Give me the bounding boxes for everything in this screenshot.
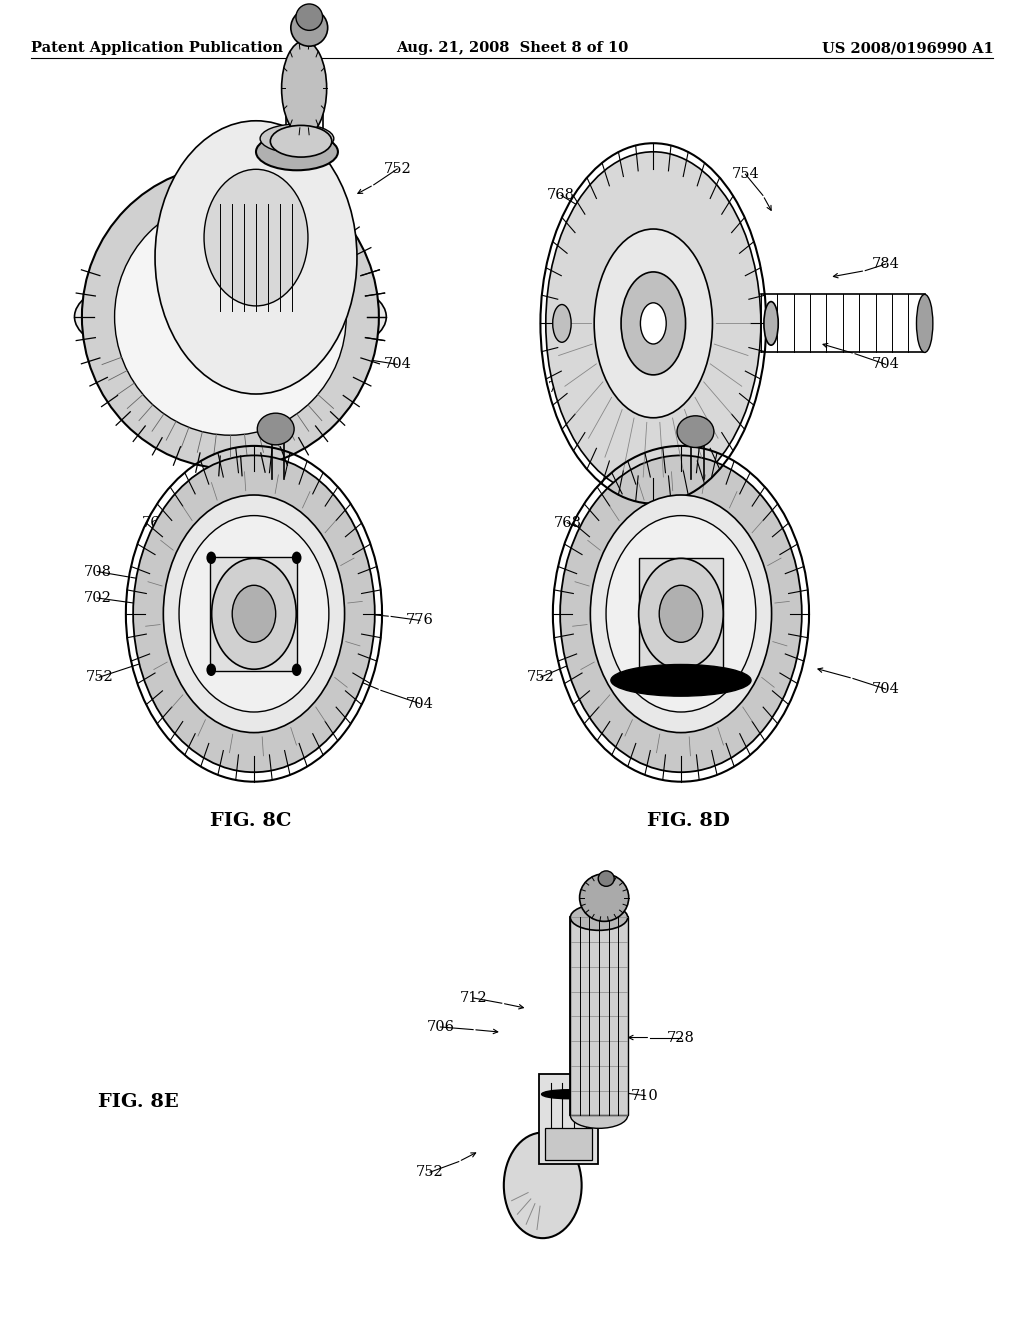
Text: 728: 728 xyxy=(296,503,325,516)
Text: FIG. 8B: FIG. 8B xyxy=(647,535,729,553)
Ellipse shape xyxy=(621,272,686,375)
Text: 780: 780 xyxy=(275,133,304,147)
FancyBboxPatch shape xyxy=(211,557,297,671)
Text: 704: 704 xyxy=(871,358,900,371)
Text: FIG. 8E: FIG. 8E xyxy=(98,1093,178,1111)
Text: 776: 776 xyxy=(406,614,434,627)
Circle shape xyxy=(207,664,216,676)
Ellipse shape xyxy=(606,516,756,711)
Circle shape xyxy=(207,552,216,564)
Ellipse shape xyxy=(133,455,375,772)
Ellipse shape xyxy=(179,516,329,711)
Text: 704: 704 xyxy=(871,682,900,696)
Text: 752: 752 xyxy=(547,381,575,395)
Ellipse shape xyxy=(257,413,294,445)
Ellipse shape xyxy=(553,305,571,342)
Circle shape xyxy=(292,664,301,676)
FancyBboxPatch shape xyxy=(539,1074,598,1164)
Text: 710: 710 xyxy=(667,706,695,719)
Text: 752: 752 xyxy=(85,671,114,684)
Ellipse shape xyxy=(256,133,338,170)
Text: 708: 708 xyxy=(83,565,112,578)
Ellipse shape xyxy=(212,558,296,669)
Ellipse shape xyxy=(594,230,713,417)
Ellipse shape xyxy=(916,294,933,352)
Text: 706: 706 xyxy=(426,1020,455,1034)
Ellipse shape xyxy=(75,264,386,370)
Text: Patent Application Publication: Patent Application Publication xyxy=(31,41,283,55)
Ellipse shape xyxy=(115,198,346,436)
Ellipse shape xyxy=(82,165,379,469)
Text: 784: 784 xyxy=(871,257,900,271)
Ellipse shape xyxy=(546,152,761,495)
Circle shape xyxy=(292,552,301,564)
Ellipse shape xyxy=(155,120,357,393)
Text: FIG. 8D: FIG. 8D xyxy=(647,812,729,830)
Ellipse shape xyxy=(580,874,629,921)
Ellipse shape xyxy=(639,558,723,669)
Text: FIG. 8A: FIG. 8A xyxy=(210,535,292,553)
Ellipse shape xyxy=(282,41,327,136)
Ellipse shape xyxy=(640,302,667,345)
FancyBboxPatch shape xyxy=(639,558,723,669)
Text: 728: 728 xyxy=(715,503,743,516)
Text: 752: 752 xyxy=(526,671,555,684)
Text: 710: 710 xyxy=(631,1089,659,1102)
Ellipse shape xyxy=(164,495,344,733)
FancyBboxPatch shape xyxy=(681,582,711,627)
Ellipse shape xyxy=(590,495,772,733)
Ellipse shape xyxy=(296,4,323,30)
Ellipse shape xyxy=(659,585,702,643)
Text: 704: 704 xyxy=(383,358,412,371)
Ellipse shape xyxy=(204,169,308,306)
Text: FIG. 8C: FIG. 8C xyxy=(210,812,292,830)
Text: 768: 768 xyxy=(553,516,582,529)
Ellipse shape xyxy=(598,871,614,886)
Ellipse shape xyxy=(504,1133,582,1238)
Text: 768: 768 xyxy=(547,189,575,202)
Text: 728: 728 xyxy=(219,176,248,189)
Text: 754: 754 xyxy=(731,168,760,181)
Text: 760: 760 xyxy=(86,326,115,339)
Ellipse shape xyxy=(542,1090,595,1098)
FancyBboxPatch shape xyxy=(545,1129,592,1160)
Ellipse shape xyxy=(611,664,751,696)
FancyBboxPatch shape xyxy=(570,917,628,1115)
Text: 704: 704 xyxy=(406,697,434,710)
Text: 712: 712 xyxy=(460,991,486,1005)
Ellipse shape xyxy=(260,124,334,153)
Ellipse shape xyxy=(232,585,275,643)
Text: 776: 776 xyxy=(122,215,151,228)
Ellipse shape xyxy=(570,1102,628,1129)
Text: 702: 702 xyxy=(83,591,112,605)
Text: 752: 752 xyxy=(416,1166,444,1179)
FancyBboxPatch shape xyxy=(651,582,681,627)
Ellipse shape xyxy=(570,904,628,931)
Ellipse shape xyxy=(270,125,332,157)
Text: Aug. 21, 2008  Sheet 8 of 10: Aug. 21, 2008 Sheet 8 of 10 xyxy=(396,41,628,55)
Ellipse shape xyxy=(560,455,802,772)
Text: 768: 768 xyxy=(141,516,170,529)
Ellipse shape xyxy=(291,9,328,46)
Ellipse shape xyxy=(677,416,714,447)
Ellipse shape xyxy=(764,301,778,345)
Text: 768: 768 xyxy=(106,249,135,263)
Text: 728: 728 xyxy=(667,1031,695,1044)
Text: US 2008/0196990 A1: US 2008/0196990 A1 xyxy=(821,41,993,55)
Text: 752: 752 xyxy=(383,162,412,176)
